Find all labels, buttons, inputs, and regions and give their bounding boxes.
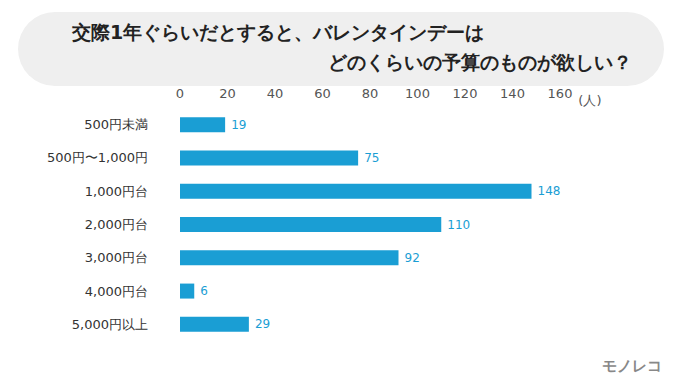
svg-text:5,000円以上: 5,000円以上: [72, 317, 148, 332]
svg-text:20: 20: [219, 86, 236, 101]
svg-text:75: 75: [364, 151, 379, 165]
svg-text:(人): (人): [578, 93, 601, 108]
svg-text:160: 160: [548, 86, 573, 101]
svg-text:4,000円台: 4,000円台: [85, 284, 148, 299]
svg-text:1,000円台: 1,000円台: [85, 184, 148, 199]
svg-text:3,000円台: 3,000円台: [85, 250, 148, 265]
svg-text:100: 100: [405, 86, 430, 101]
svg-text:どのくらいの予算のものが欲しい？: どのくらいの予算のものが欲しい？: [328, 51, 632, 73]
svg-text:148: 148: [538, 184, 561, 198]
svg-text:80: 80: [362, 86, 379, 101]
svg-text:500円〜1,000円: 500円〜1,000円: [47, 150, 148, 165]
svg-text:交際1年ぐらいだとすると、バレンタインデーは: 交際1年ぐらいだとすると、バレンタインデーは: [71, 21, 484, 43]
svg-text:19: 19: [231, 118, 246, 132]
svg-text:110: 110: [447, 218, 470, 232]
svg-text:92: 92: [405, 251, 420, 265]
svg-text:120: 120: [453, 86, 478, 101]
svg-text:0: 0: [176, 86, 184, 101]
svg-text:6: 6: [200, 284, 208, 298]
svg-text:140: 140: [500, 86, 525, 101]
svg-text:2,000円台: 2,000円台: [85, 217, 148, 232]
svg-text:500円未満: 500円未満: [84, 117, 148, 132]
svg-text:60: 60: [314, 86, 331, 101]
svg-text:モノレコ: モノレコ: [602, 357, 662, 375]
svg-text:40: 40: [267, 86, 284, 101]
svg-text:29: 29: [255, 317, 270, 331]
